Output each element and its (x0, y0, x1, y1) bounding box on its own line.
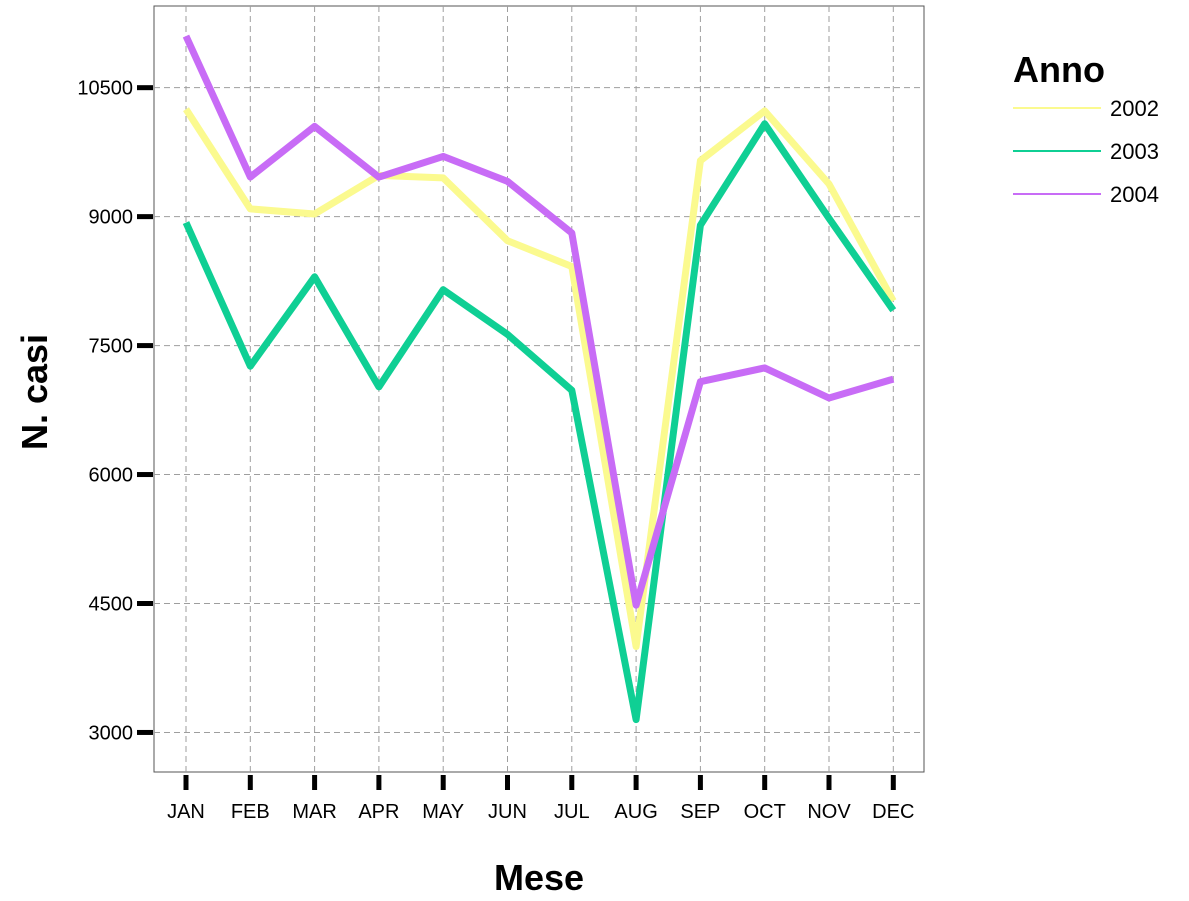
x-tick-label: APR (358, 801, 399, 823)
plot-panel (153, 5, 925, 773)
x-tick-label: DEC (872, 801, 914, 823)
x-tick-label: MAR (292, 801, 336, 823)
x-tick-label: OCT (744, 801, 786, 823)
y-axis: 3000 4500 6000 7500 9000 10500 (77, 78, 153, 744)
y-tick-label: 9000 (89, 207, 134, 229)
x-tick-label: JAN (167, 801, 205, 823)
x-tick-label: SEP (680, 801, 720, 823)
series-lines (182, 34, 897, 724)
y-axis-title: N. casi (14, 334, 55, 450)
x-tick-label: JUL (554, 801, 590, 823)
x-tick-label: FEB (231, 801, 270, 823)
x-axis: JAN FEB MAR APR MAY JUN JUL AUG SEP OCT NOV DEC (167, 775, 914, 823)
x-tick-label: NOV (807, 801, 851, 823)
y-tick-label: 10500 (77, 78, 133, 100)
legend-title: Anno (1013, 49, 1105, 90)
legend-label-2002: 2002 (1110, 96, 1159, 121)
series-line-2004 (182, 34, 895, 609)
y-tick-label: 4500 (89, 593, 134, 615)
legend: Anno 2002 2003 2004 (1013, 49, 1159, 207)
x-axis-title: Mese (494, 857, 584, 898)
legend-label-2004: 2004 (1110, 182, 1159, 207)
series-line-2002 (183, 107, 897, 650)
x-tick-label: AUG (614, 801, 657, 823)
y-tick-label: 3000 (89, 722, 134, 744)
y-tick-label: 7500 (89, 336, 134, 358)
x-tick-label: MAY (422, 801, 464, 823)
series-line-2003 (182, 120, 897, 724)
x-tick-label: JUN (488, 801, 527, 823)
legend-label-2003: 2003 (1110, 139, 1159, 164)
y-tick-label: 6000 (89, 465, 134, 487)
